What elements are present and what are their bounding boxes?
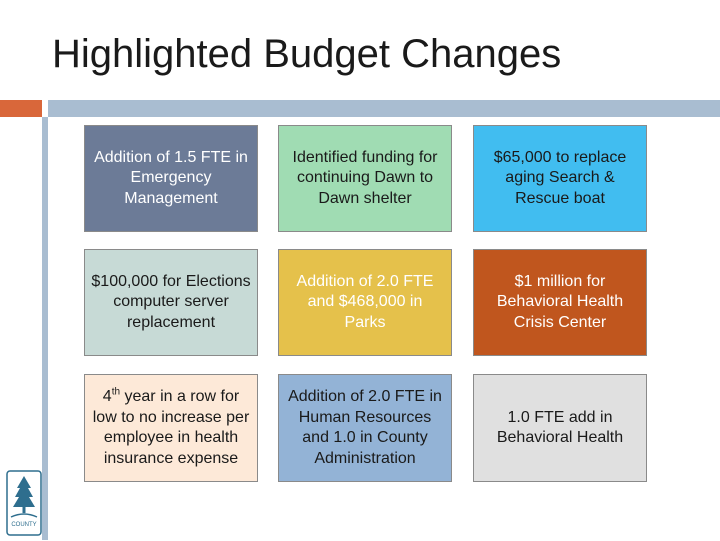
box-human-resources: Addition of 2.0 FTE in Human Resources a… xyxy=(278,374,452,482)
header-accent-bar xyxy=(0,100,42,117)
header-bar xyxy=(48,100,720,117)
box-text: Addition of 2.0 FTE in Human Resources a… xyxy=(288,388,442,467)
box-health-insurance: 4th year in a row for low to no increase… xyxy=(84,374,258,482)
box-parks: Addition of 2.0 FTE and $468,000 in Park… xyxy=(278,249,452,356)
box-text: Addition of 2.0 FTE and $468,000 in Park… xyxy=(296,272,434,331)
box-behavioral-health: 1.0 FTE add in Behavioral Health xyxy=(473,374,647,482)
box-text: 4th year in a row for low to no increase… xyxy=(92,386,250,467)
logo-text: COUNTY xyxy=(11,522,36,528)
box-crisis-center: $1 million for Behavioral Health Crisis … xyxy=(473,249,647,356)
slide-title: Highlighted Budget Changes xyxy=(52,32,562,76)
box-dawn-shelter: Identified funding for continuing Dawn t… xyxy=(278,125,452,232)
box-emergency-management: Addition of 1.5 FTE in Emergency Managem… xyxy=(84,125,258,232)
box-rescue-boat: $65,000 to replace aging Search & Rescue… xyxy=(473,125,647,232)
box-text: Addition of 1.5 FTE in Emergency Managem… xyxy=(94,148,248,207)
box-text: $1 million for Behavioral Health Crisis … xyxy=(496,272,624,331)
box-elections-server: $100,000 for Elections computer server r… xyxy=(84,249,258,356)
box-text: 1.0 FTE add in Behavioral Health xyxy=(496,408,624,447)
box-text: $100,000 for Elections computer server r… xyxy=(91,272,251,331)
county-tree-logo-icon: COUNTY xyxy=(6,470,42,536)
box-text: $65,000 to replace aging Search & Rescue… xyxy=(493,148,627,207)
box-text: Identified funding for continuing Dawn t… xyxy=(292,148,438,207)
side-bar xyxy=(42,117,48,540)
